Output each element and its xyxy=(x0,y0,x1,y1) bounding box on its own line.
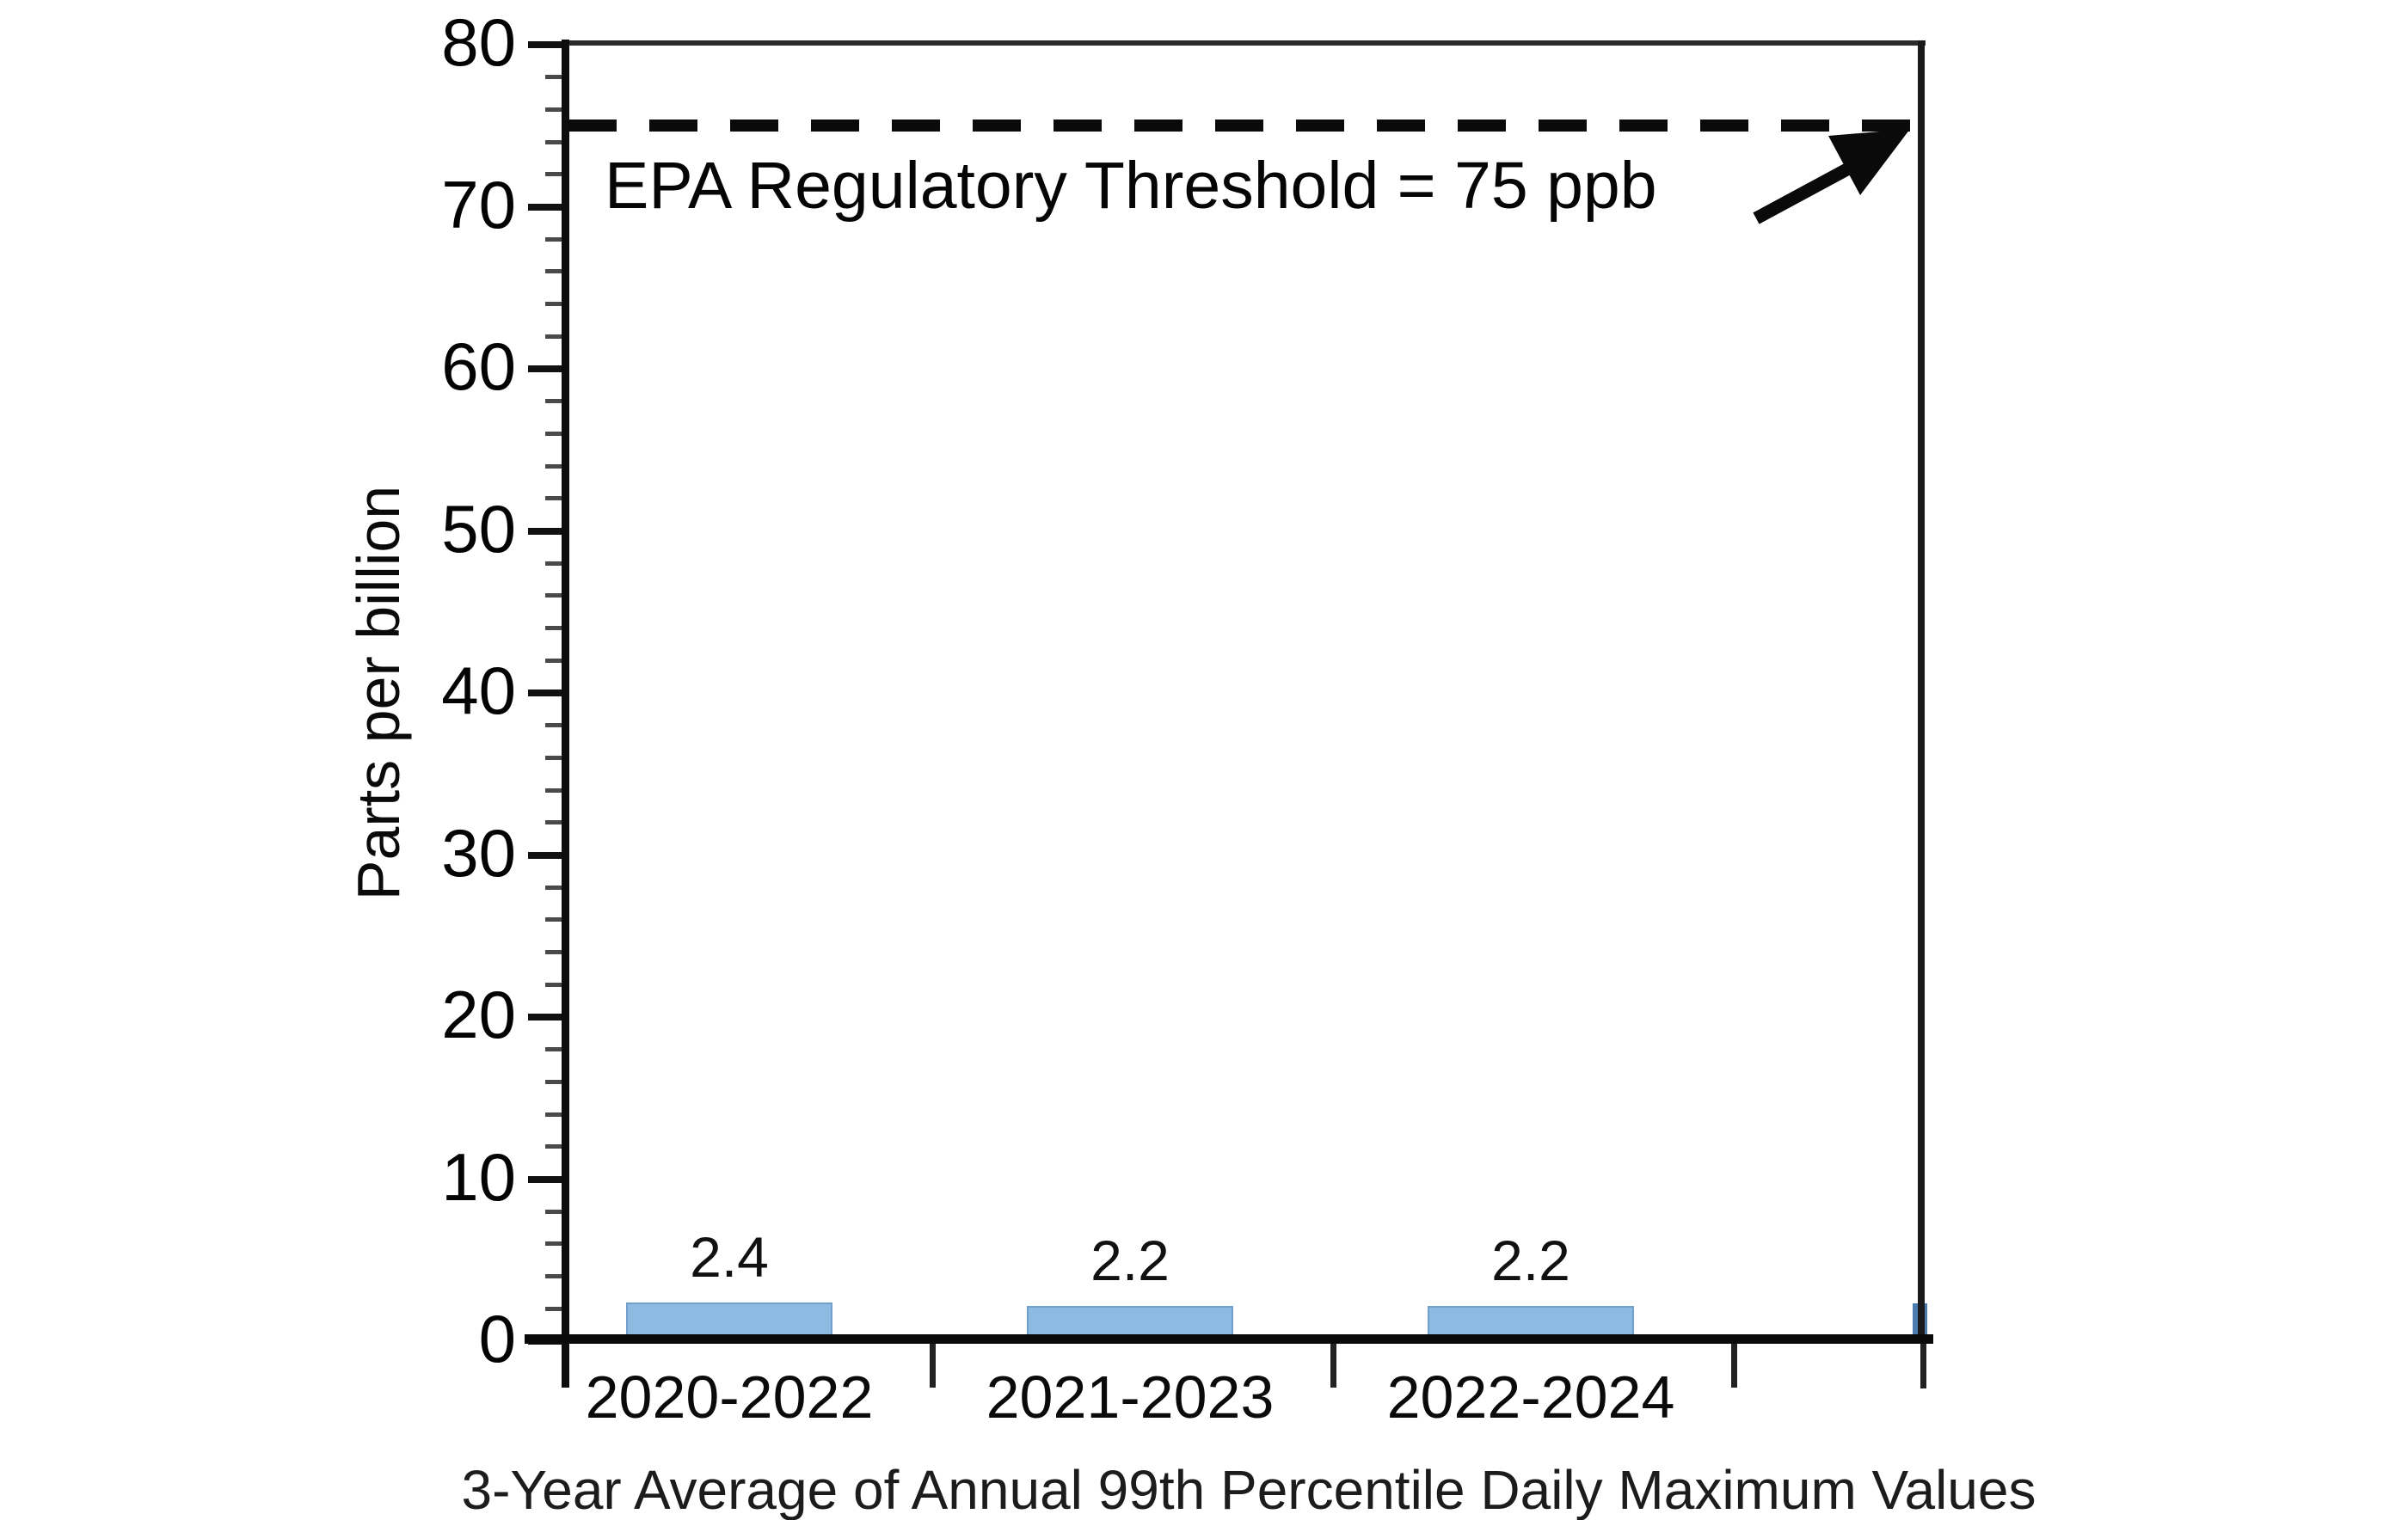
y-tick-label: 20 xyxy=(441,976,516,1052)
y-tick-label: 60 xyxy=(441,328,516,404)
y-tick-minor xyxy=(545,885,568,890)
y-tick-minor xyxy=(545,658,568,663)
y-tick-label: 30 xyxy=(441,814,516,891)
y-tick-minor xyxy=(545,1274,568,1279)
y-tick-label: 50 xyxy=(441,490,516,567)
y-tick-minor xyxy=(545,139,568,144)
y-tick-label: 70 xyxy=(441,166,516,242)
y-tick-minor xyxy=(545,950,568,955)
y-tick-minor xyxy=(545,107,568,112)
y-tick-minor xyxy=(545,626,568,631)
x-divider-tick xyxy=(1330,1334,1336,1388)
y-tick-minor xyxy=(545,334,568,339)
x-tick-label: 2022-2024 xyxy=(1386,1364,1675,1431)
threshold-annotation: EPA Regulatory Threshold = 75 ppb xyxy=(605,149,1657,223)
y-tick-minor xyxy=(545,1144,568,1149)
y-tick-minor xyxy=(545,1079,568,1084)
y-tick-minor xyxy=(545,1209,568,1214)
y-tick-minor xyxy=(545,1047,568,1052)
bar-value-label: 2.2 xyxy=(1090,1228,1170,1292)
bar-value-label: 2.4 xyxy=(690,1224,769,1289)
y-tick-minor xyxy=(545,431,568,436)
y-tick-label: 10 xyxy=(441,1138,516,1215)
y-tick-major xyxy=(528,365,568,372)
x-divider-tick xyxy=(1731,1334,1737,1388)
y-axis-title: Parts per billion xyxy=(345,485,412,901)
y-tick-minor xyxy=(545,269,568,274)
y-tick-minor xyxy=(545,593,568,598)
y-tick-minor xyxy=(545,917,568,922)
y-tick-minor xyxy=(545,982,568,987)
threshold-dashed-line xyxy=(568,120,1923,132)
y-tick-minor xyxy=(545,172,568,177)
y-tick-minor xyxy=(545,820,568,825)
plot-top-border xyxy=(562,40,1926,46)
y-tick-label: 80 xyxy=(441,3,516,80)
y-tick-minor xyxy=(545,75,568,80)
x-corner-tick xyxy=(1920,1334,1926,1388)
y-tick-minor xyxy=(545,561,568,566)
y-tick-major xyxy=(528,1014,568,1020)
y-tick-minor xyxy=(545,1241,568,1247)
x-axis-line xyxy=(525,1334,1933,1344)
y-axis-line xyxy=(562,40,569,1388)
y-tick-minor xyxy=(545,399,568,404)
y-tick-major xyxy=(528,203,568,211)
x-axis-title: 3-Year Average of Annual 99th Percentile… xyxy=(461,1459,2036,1520)
y-tick-major xyxy=(528,690,568,696)
y-tick-minor xyxy=(545,302,568,307)
y-tick-major xyxy=(528,851,568,859)
y-tick-minor xyxy=(545,723,568,728)
threshold-arrow xyxy=(1753,129,1910,224)
y-tick-minor xyxy=(545,1306,568,1311)
y-tick-major xyxy=(528,1175,568,1183)
plot-right-border xyxy=(1918,40,1925,1343)
y-tick-minor xyxy=(545,496,568,501)
x-tick-label: 2021-2023 xyxy=(986,1364,1275,1431)
y-tick-major xyxy=(528,527,568,535)
y-tick-minor xyxy=(545,788,568,793)
y-tick-minor xyxy=(545,1112,568,1117)
bar-value-label: 2.2 xyxy=(1491,1228,1570,1292)
y-tick-major xyxy=(528,41,568,48)
x-divider-tick xyxy=(930,1334,936,1388)
y-tick-label: 0 xyxy=(478,1300,516,1376)
y-tick-minor xyxy=(545,463,568,469)
y-tick-label: 40 xyxy=(441,652,516,728)
bar xyxy=(626,1302,832,1339)
y-tick-minor xyxy=(545,236,568,242)
x-tick-label: 2020-2022 xyxy=(585,1364,874,1431)
y-tick-minor xyxy=(545,755,568,760)
